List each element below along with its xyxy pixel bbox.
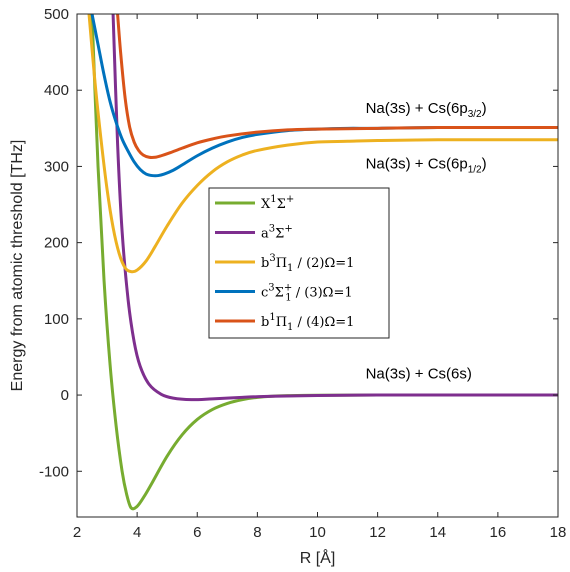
legend: X1Σ+ a3Σ+ b3Π1 / (2)Ω=1 c3Σ+ 1 / (3)Ω=1 b1Π1 … xyxy=(208,187,390,339)
annotations: Na(3s) + Cs(6p3/2) Na(3s) + Cs(6p1/2) Na(3… xyxy=(366,100,487,382)
x-tick-label: 14 xyxy=(429,524,446,541)
series-line-5 xyxy=(116,14,558,160)
x-tick-label: 16 xyxy=(490,524,507,541)
x-axis-label: R [Å] xyxy=(300,548,336,567)
legend-entry-label: b3Π1 / (2)Ω=1 xyxy=(261,253,354,274)
y-tick-label: 400 xyxy=(44,82,69,99)
x-tick-label: 4 xyxy=(133,524,141,541)
x-axis-ticks: 2 4 6 8 10 12 14 16 18 xyxy=(73,14,567,541)
y-axis-label: Energy from atomic threshold [THz] xyxy=(9,140,26,392)
x-tick-label: 12 xyxy=(369,524,386,541)
threshold-label: Na(3s) + Cs(6s) xyxy=(366,365,472,382)
x-tick-label: 6 xyxy=(193,524,201,541)
x-tick-label: 8 xyxy=(253,524,261,541)
legend-entry-label: c3Σ+ 1 / (3)Ω=1 xyxy=(261,283,353,304)
legend-entry-label: a3Σ+ xyxy=(261,224,293,242)
x-tick-label: 10 xyxy=(309,524,326,541)
y-tick-label: 200 xyxy=(44,235,69,252)
x-tick-label: 2 xyxy=(73,524,81,541)
y-tick-label: -100 xyxy=(39,463,69,480)
series-group xyxy=(87,14,558,511)
threshold-label: Na(3s) + Cs(6p1/2) xyxy=(366,156,487,176)
y-tick-label: 300 xyxy=(44,158,69,175)
legend-entry-label: X1Σ+ xyxy=(261,194,294,212)
x-tick-label: 18 xyxy=(550,524,567,541)
series-line-4 xyxy=(90,14,558,178)
legend-entry-label: b1Π1 / (4)Ω=1 xyxy=(261,312,354,333)
y-tick-label: 500 xyxy=(44,6,69,23)
y-axis-ticks: -100 0 100 200 300 400 500 xyxy=(39,6,558,480)
y-tick-label: 0 xyxy=(61,387,69,404)
series-line-3 xyxy=(87,14,558,274)
y-tick-label: 100 xyxy=(44,311,69,328)
threshold-label: Na(3s) + Cs(6p3/2) xyxy=(366,100,487,120)
series-line-2 xyxy=(111,14,558,402)
